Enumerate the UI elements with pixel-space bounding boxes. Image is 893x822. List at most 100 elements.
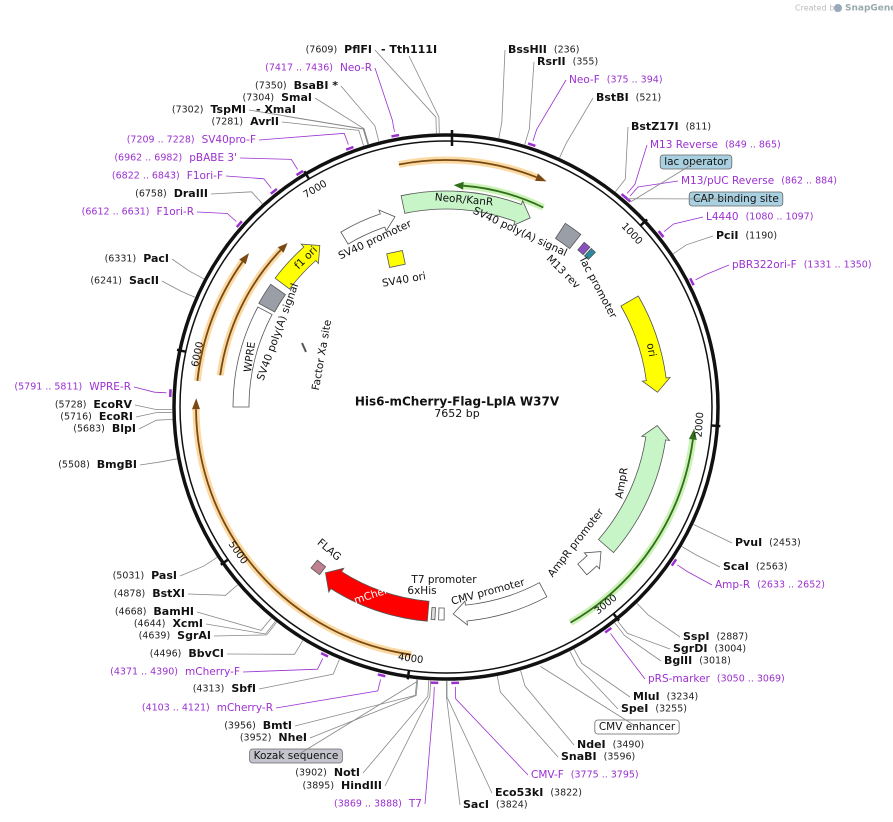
leader-line <box>258 132 349 145</box>
label-name: Eco53kI <box>495 786 543 799</box>
created-by: Created by <box>795 4 839 13</box>
leader-line <box>281 121 364 146</box>
leader-line <box>179 557 218 577</box>
label-position: (2453) <box>769 538 801 549</box>
primer-mark <box>377 673 386 678</box>
label-name: M13 Reverse <box>650 139 718 151</box>
label-name: MluI <box>633 690 660 703</box>
ampr-arrow <box>597 424 671 554</box>
label-position: (6822 .. 6843) <box>112 171 180 182</box>
label-name: mCherry-R <box>217 702 273 714</box>
label-position: (3234) <box>667 692 699 703</box>
feature-label: SV40 ori <box>381 270 427 289</box>
label-name: PflFI <box>344 43 372 56</box>
label-position: (4371 .. 4390) <box>110 667 178 678</box>
label-position: (236) <box>554 45 580 56</box>
leader-line <box>540 666 638 728</box>
leader-line <box>226 640 304 655</box>
leader-line <box>139 458 177 466</box>
feature-label: FLAG <box>315 537 344 564</box>
label-position: (7609) <box>306 45 338 56</box>
label-name: F1ori-R <box>157 206 194 218</box>
leader-line <box>610 633 646 680</box>
label-position: (5683) <box>73 424 105 435</box>
f1-ori-arrow <box>274 243 321 290</box>
leader-line <box>205 621 276 635</box>
feature-label: AmpR promoter <box>546 506 607 580</box>
backbone-inner <box>179 140 713 674</box>
label-name: SpeI <box>621 702 648 715</box>
leader-line <box>630 161 697 203</box>
label-name: SacI <box>463 798 489 811</box>
amp-thin <box>570 439 694 624</box>
label-name: WPRE-R <box>89 381 131 393</box>
neo-orf-glow <box>398 156 538 181</box>
label-position: (3895) <box>302 781 334 792</box>
leader-line <box>573 649 631 698</box>
leader-line <box>454 686 529 776</box>
label-name: CMV-F <box>531 769 564 781</box>
boxed-feature-label: CMV enhancer <box>599 721 676 733</box>
label-name: SnaBI <box>561 750 597 763</box>
leader-line <box>294 679 418 727</box>
label-position: (7304) <box>243 93 275 104</box>
label-position: (375 .. 394) <box>607 75 663 86</box>
label-name: SV40pro-F <box>202 134 256 146</box>
label-position: (6331) <box>105 254 137 265</box>
backbone-outer <box>172 133 720 681</box>
ring-tick-label: 7000 <box>302 178 329 201</box>
leader-line <box>161 280 196 298</box>
feature-label: T7 promoter <box>410 574 477 586</box>
orf-left-inner-head <box>277 243 288 253</box>
wpre-arrow <box>232 306 273 408</box>
leader-line <box>258 659 340 690</box>
leader-line <box>616 620 671 650</box>
label-position: (3824) <box>496 800 528 811</box>
primer-mark <box>604 626 613 634</box>
feature-label: lac promoter <box>577 256 619 322</box>
label-name: NotI <box>334 766 360 779</box>
leader-line <box>446 681 493 794</box>
label-name: T7 <box>408 798 422 810</box>
leader-line <box>615 126 629 192</box>
label-name: SgrDI <box>673 642 707 655</box>
m13-box <box>577 241 591 256</box>
boxed-feature-label: lac operator <box>664 156 728 168</box>
site-extra: - XmaI <box>256 103 296 116</box>
leader-line <box>210 191 263 204</box>
leader-line <box>314 97 369 145</box>
leader-line <box>283 115 369 145</box>
label-name: RsrII <box>537 55 566 68</box>
leader-line <box>424 686 435 805</box>
feature-label: AmpR <box>613 467 630 500</box>
label-position: (5031) <box>113 571 145 582</box>
leader-line <box>498 49 506 139</box>
leader-line <box>496 676 559 758</box>
label-position: (4644) <box>134 619 166 630</box>
primer-mark <box>657 230 665 238</box>
leader-line <box>374 49 437 134</box>
label-name: EcoRI <box>99 410 133 423</box>
leader-line <box>225 175 272 189</box>
label-name: SspI <box>683 630 709 643</box>
leader-line <box>636 603 681 638</box>
label-name: XcmI <box>172 617 203 630</box>
feature-label: 6xHis <box>407 585 436 597</box>
label-position: (5716) <box>60 412 92 423</box>
label-position: (521) <box>636 93 662 104</box>
label-name: TspMI <box>210 103 246 116</box>
label-name: PvuI <box>735 536 762 549</box>
label-position: (6241) <box>90 276 122 287</box>
label-name: BlpI <box>112 422 136 435</box>
lac-box <box>583 247 596 261</box>
leader-line <box>187 584 238 596</box>
ring-tick-label: 6000 <box>190 341 206 368</box>
label-name: BamHI <box>153 605 194 618</box>
label-name: L4440 <box>706 211 739 223</box>
orf-left-inner <box>219 249 282 376</box>
label-name: F1ori-F <box>187 170 223 182</box>
label-name: BsaBI * <box>294 79 339 92</box>
label-name: HindIII <box>341 779 382 792</box>
map-title: His6-mCherry-Flag-LplA W37V <box>355 395 560 409</box>
